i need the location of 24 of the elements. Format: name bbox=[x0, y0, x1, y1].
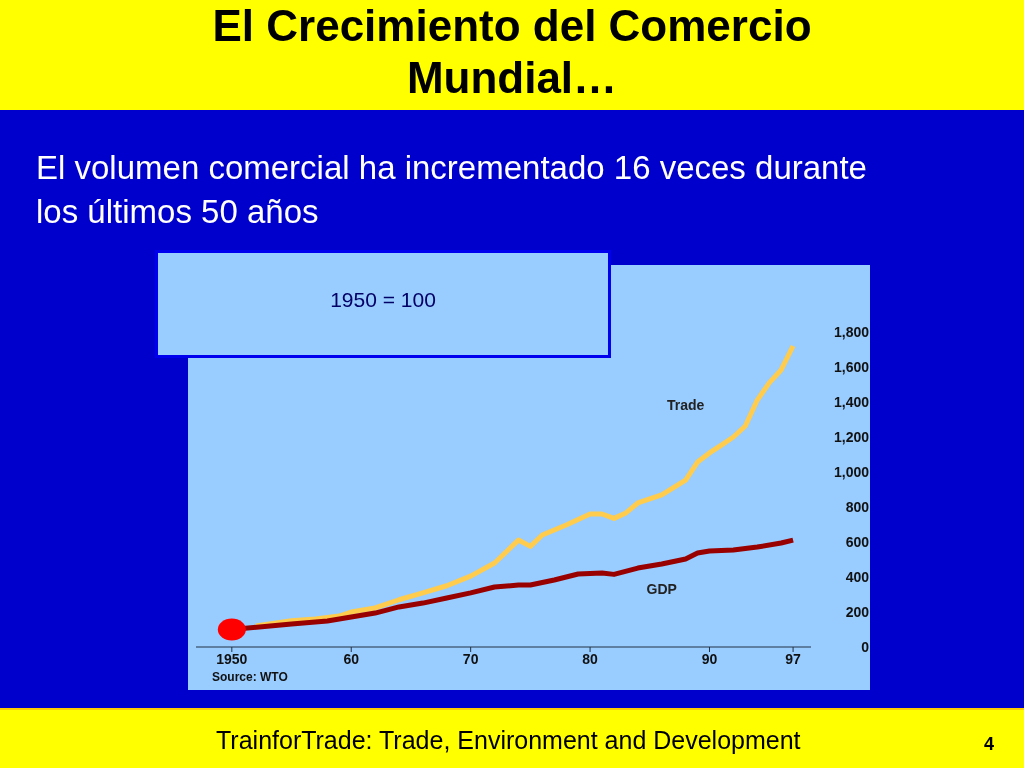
x-tick-label: 60 bbox=[343, 650, 360, 667]
x-tick-label: 97 bbox=[785, 650, 802, 667]
y-tick-label: 1,800 bbox=[833, 323, 870, 340]
y-tick-label: 1,200 bbox=[833, 428, 870, 445]
y-tick-label: 1,400 bbox=[833, 393, 870, 410]
x-tick-label: 1950 bbox=[216, 650, 248, 667]
y-tick-label: 200 bbox=[845, 603, 870, 620]
chart-subtitle: El volumen comercial ha incrementado 16 veces durante los últimos 50 años bbox=[36, 148, 868, 232]
x-tick-label: 90 bbox=[701, 650, 718, 667]
text: TrainforTrade: Trade, Environment and Development bbox=[216, 726, 801, 755]
y-tick-label: 600 bbox=[845, 533, 870, 550]
chart-title: El Crecimiento del Comercio Mundial… bbox=[211, 0, 813, 104]
x-tick-label: 70 bbox=[462, 650, 479, 667]
y-tick-label: 0 bbox=[861, 638, 870, 655]
y-tick-label: 1,600 bbox=[833, 358, 870, 375]
series-label: GDP bbox=[646, 581, 677, 598]
y-tick-label: 400 bbox=[845, 568, 870, 585]
text: 4 bbox=[984, 734, 995, 755]
text: Trade bbox=[666, 397, 705, 414]
x-tick-label: 80 bbox=[582, 650, 599, 667]
y-tick-label: 1,000 bbox=[833, 463, 870, 480]
text: 1950 = 100 bbox=[329, 288, 437, 312]
y-tick-label: 800 bbox=[845, 498, 870, 515]
source-note: Source: WTO bbox=[212, 670, 288, 684]
